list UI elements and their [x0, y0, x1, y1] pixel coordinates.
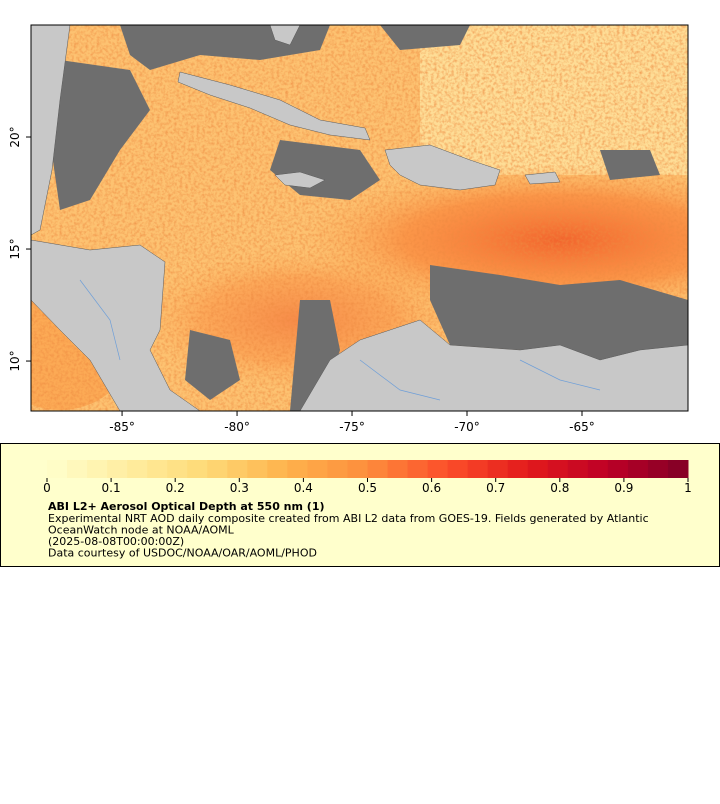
colorbar-step	[627, 460, 649, 478]
colorbar-step	[187, 460, 208, 478]
colorbar-step	[427, 460, 449, 478]
colorbar-tick-label: 0.2	[166, 481, 185, 495]
y-tick-label: 10°	[8, 350, 22, 371]
legend-description: (2025-08-08T00:00:00Z)	[48, 535, 184, 548]
colorbar-step	[247, 460, 268, 478]
colorbar-step	[167, 460, 188, 478]
map-frame	[30, 24, 689, 412]
y-tick-label: 20°	[8, 126, 22, 147]
colorbar-step	[447, 460, 469, 478]
colorbar-tick-label: 0.6	[422, 481, 441, 495]
x-tick-label: -80°	[224, 420, 250, 434]
x-tick-label: -65°	[569, 420, 595, 434]
x-tick-label: -75°	[339, 420, 365, 434]
colorbar-step	[667, 460, 689, 478]
colorbar-step	[527, 460, 549, 478]
colorbar-step	[547, 460, 569, 478]
rivers	[79, 279, 601, 401]
colorbar-step	[387, 460, 409, 478]
colorbar-tick-label: 0.9	[614, 481, 633, 495]
colorbar-step	[347, 460, 368, 478]
colorbar-step	[307, 460, 328, 478]
colorbar-step	[367, 460, 389, 478]
colorbar-step	[107, 460, 128, 478]
colorbar-tick-label: 0.5	[358, 481, 377, 495]
colorbar-tick-label: 0.7	[486, 481, 505, 495]
colorbar-step	[227, 460, 248, 478]
colorbar-step	[647, 460, 669, 478]
colorbar-tick-label: 0.1	[102, 481, 121, 495]
map-image	[31, 25, 688, 411]
colorbar-step	[87, 460, 108, 478]
legend-description: Data courtesy of USDOC/NOAA/OAR/AOML/PHO…	[48, 547, 317, 560]
legend-description: Experimental NRT AOD daily composite cre…	[48, 512, 649, 525]
legend-title: ABI L2+ Aerosol Optical Depth at 550 nm …	[48, 500, 325, 513]
x-tick-label: -70°	[454, 420, 480, 434]
legend-description: OceanWatch node at NOAA/AOML	[48, 524, 235, 537]
colorbar-step	[147, 460, 168, 478]
colorbar-step	[267, 460, 288, 478]
colorbar-tick-label: 0.4	[294, 481, 313, 495]
colorbar-step	[67, 460, 88, 478]
colorbar-step	[127, 460, 148, 478]
colorbar-step	[587, 460, 609, 478]
colorbar-step	[467, 460, 489, 478]
land	[31, 25, 688, 411]
colorbar-step	[607, 460, 629, 478]
colorbar-step	[207, 460, 228, 478]
colorbar-step	[507, 460, 529, 478]
no-data	[50, 25, 688, 411]
colorbar-step	[287, 460, 308, 478]
colorbar-step	[567, 460, 589, 478]
x-tick-label: -85°	[109, 420, 135, 434]
colorbar-step	[47, 460, 68, 478]
y-tick-label: 15°	[8, 238, 22, 259]
colorbar-step	[487, 460, 509, 478]
colorbar-step	[407, 460, 429, 478]
colorbar-tick-label: 0.3	[230, 481, 249, 495]
colorbar-tick-label: 0	[43, 481, 51, 495]
colorbar-tick-label: 1	[684, 481, 692, 495]
colorbar-tick-label: 0.8	[550, 481, 569, 495]
colorbar-step	[327, 460, 348, 478]
